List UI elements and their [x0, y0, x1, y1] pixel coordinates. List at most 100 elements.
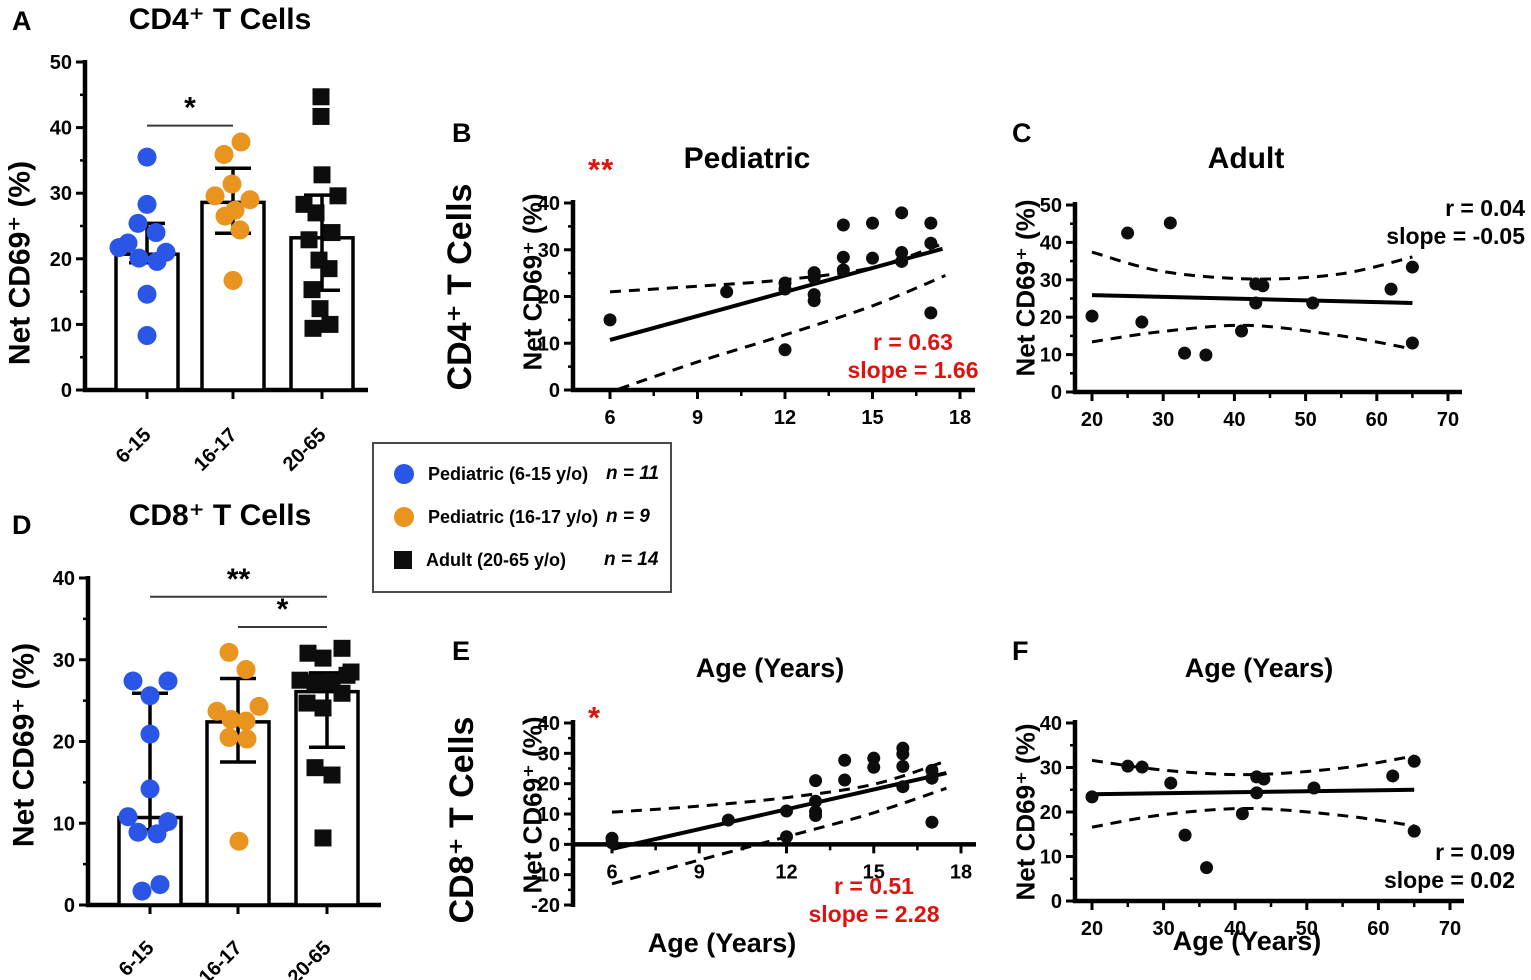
svg-text:60: 60	[1366, 409, 1388, 431]
orange-circle-marker-icon	[394, 507, 414, 527]
svg-text:30: 30	[1152, 918, 1174, 940]
svg-text:50: 50	[1040, 195, 1062, 217]
panel-f-plot: 0 10 20 30 40 20 30 40 50 60 70	[1040, 713, 1464, 940]
svg-text:30: 30	[538, 743, 560, 765]
svg-text:40: 40	[1040, 232, 1062, 254]
legend-label: Pediatric (6-15 y/o)	[428, 463, 589, 484]
svg-text:12: 12	[775, 861, 797, 883]
panel-f-letter: F	[1012, 636, 1029, 666]
panel-c-x-axis-label: Age (Years)	[1184, 653, 1334, 683]
svg-text:30: 30	[1040, 270, 1062, 292]
panel-f-x-axis-label: Age (Years)	[1172, 926, 1322, 956]
svg-text:10: 10	[1040, 345, 1062, 367]
svg-text:10: 10	[538, 804, 560, 826]
panel-d-title: CD8⁺ T Cells	[128, 499, 312, 532]
svg-text:30: 30	[50, 183, 72, 205]
svg-text:40: 40	[50, 118, 72, 140]
svg-text:60: 60	[1367, 918, 1389, 940]
svg-text:6-15: 6-15	[112, 424, 156, 468]
svg-text:20: 20	[538, 774, 560, 796]
svg-text:20: 20	[53, 732, 75, 754]
svg-text:40: 40	[1224, 918, 1246, 940]
svg-text:15: 15	[863, 861, 885, 883]
svg-text:0: 0	[64, 895, 75, 917]
svg-text:-20: -20	[531, 895, 560, 917]
svg-text:10: 10	[53, 813, 75, 835]
svg-text:40: 40	[1040, 713, 1062, 735]
panel-b-x-axis-label: Age (Years)	[695, 653, 845, 683]
svg-text:-10: -10	[531, 865, 560, 887]
panel-b-r-value: r = 0.63	[873, 329, 953, 355]
legend-n-count: n = 11	[606, 463, 659, 484]
panel-b-stats: r = 0.63 slope = 1.66	[830, 328, 996, 384]
svg-text:20-65: 20-65	[279, 424, 331, 476]
svg-text:0: 0	[549, 380, 560, 402]
svg-text:10: 10	[50, 314, 72, 336]
legend-label: Adult (20-65 y/o)	[426, 549, 567, 570]
panel-c-stats: r = 0.04 slope = -0.05	[1285, 194, 1525, 250]
svg-text:6: 6	[604, 407, 615, 429]
svg-text:18: 18	[949, 407, 971, 429]
svg-text:16-17: 16-17	[195, 937, 247, 980]
svg-text:0: 0	[1051, 891, 1062, 913]
svg-text:30: 30	[1152, 409, 1174, 431]
panel-e-stats: r = 0.51 slope = 2.28	[790, 872, 958, 928]
panel-f-stats: r = 0.09 slope = 0.02	[1280, 838, 1515, 894]
svg-text:0: 0	[549, 834, 560, 856]
svg-text:6-15: 6-15	[115, 937, 159, 980]
svg-text:20: 20	[1081, 918, 1103, 940]
panel-b-title: Pediatric	[683, 142, 811, 175]
svg-text:15: 15	[861, 407, 883, 429]
svg-text:20-65: 20-65	[284, 937, 336, 980]
legend-label: Pediatric (16-17 y/o)	[428, 506, 599, 527]
legend-item-pediatric-6-15: Pediatric (6-15 y/o) n = 11	[374, 459, 670, 489]
panel-e-x-axis-label: Age (Years)	[647, 928, 797, 958]
legend-item-adult-20-65: Adult (20-65 y/o) n = 14	[374, 545, 670, 575]
svg-text:10: 10	[1040, 847, 1062, 869]
panel-e-plot: -20 -10 0 10 20 30 40 6 9 12 15 18	[531, 713, 976, 917]
panel-e-significance-asterisk: *	[588, 700, 602, 735]
panel-c-plot: 0 10 20 30 40 50 20 30 40 50 60 70	[1040, 195, 1462, 431]
panel-e-r-value: r = 0.51	[834, 873, 914, 899]
svg-text:20: 20	[50, 249, 72, 271]
legend-item-pediatric-16-17: Pediatric (16-17 y/o) n = 9	[374, 502, 670, 532]
legend-n-count: n = 9	[606, 506, 650, 527]
black-square-marker-icon	[394, 551, 412, 569]
svg-text:40: 40	[53, 568, 75, 590]
svg-text:20: 20	[1081, 409, 1103, 431]
svg-text:50: 50	[50, 52, 72, 74]
svg-text:50: 50	[1294, 409, 1316, 431]
legend-n-count: n = 14	[604, 549, 659, 570]
panel-a-plot: 0 10 20 30 40 50 * 6-15 16-17 20-65	[50, 52, 368, 476]
svg-text:30: 30	[538, 240, 560, 262]
svg-text:*: *	[184, 92, 196, 125]
panel-c-title: Adult	[1207, 142, 1285, 175]
legend-box: Pediatric (6-15 y/o) n = 11 Pediatric (1…	[372, 442, 672, 593]
panel-b-plot: 0 10 20 30 40 6 9 12 15 18	[538, 193, 975, 429]
panel-e-slope-value: slope = 2.28	[808, 901, 940, 927]
svg-text:0: 0	[1051, 382, 1062, 404]
svg-text:18: 18	[950, 861, 972, 883]
panel-b-significance-asterisks: **	[588, 152, 615, 187]
panel-c-r-value: r = 0.04	[1445, 195, 1525, 221]
panel-a-letter: A	[12, 6, 32, 36]
panel-f-slope-value: slope = 0.02	[1383, 867, 1515, 893]
svg-text:9: 9	[694, 861, 705, 883]
svg-text:20: 20	[1040, 802, 1062, 824]
svg-text:40: 40	[538, 713, 560, 735]
svg-text:0: 0	[61, 380, 72, 402]
panel-d-letter: D	[12, 510, 32, 540]
panel-b-letter: B	[452, 118, 472, 148]
panel-b-slope-value: slope = 1.66	[847, 357, 979, 383]
svg-text:12: 12	[774, 407, 796, 429]
svg-text:6: 6	[606, 861, 617, 883]
panel-e-letter: E	[452, 636, 471, 666]
panel-a-title: CD4⁺ T Cells	[128, 3, 312, 36]
svg-text:10: 10	[538, 333, 560, 355]
panel-f-r-value: r = 0.09	[1435, 839, 1515, 865]
svg-text:9: 9	[692, 407, 703, 429]
svg-text:20: 20	[538, 287, 560, 309]
svg-text:40: 40	[1223, 409, 1245, 431]
